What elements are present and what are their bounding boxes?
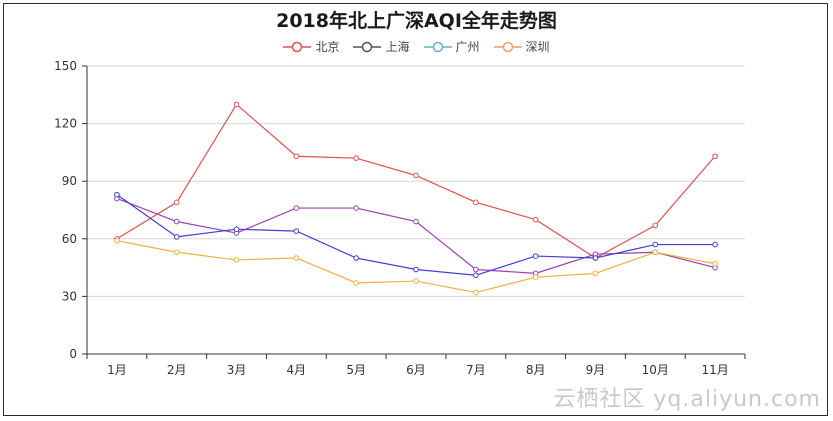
- data-point-shenzhen: [293, 255, 300, 261]
- legend-symbol-shanghai: [353, 41, 382, 52]
- data-point-guangzhou: [473, 272, 479, 279]
- series-group: [114, 101, 718, 296]
- data-point-shenzhen: [712, 260, 718, 267]
- data-point-guangzhou: [413, 266, 419, 273]
- legend-item-shanghai[interactable]: 上海: [353, 38, 410, 55]
- legend-marker-shanghai: [362, 41, 373, 52]
- data-point-guangzhou: [652, 241, 659, 248]
- data-point-beijing: [652, 222, 659, 229]
- data-point-beijing: [353, 155, 359, 161]
- y-tick-label: 0: [69, 347, 77, 361]
- data-point-guangzhou: [532, 253, 539, 259]
- legend-label-shenzhen: 深圳: [525, 40, 550, 54]
- data-point-guangzhou: [293, 228, 300, 234]
- x-tick-label: 5月: [346, 363, 366, 377]
- data-point-shenzhen: [652, 249, 659, 256]
- data-point-shanghai: [293, 205, 300, 211]
- watermark: 云栖社区 yq.aliyun.com: [553, 387, 821, 412]
- data-point-beijing: [173, 199, 180, 206]
- data-point-guangzhou: [712, 241, 718, 248]
- data-point-beijing: [413, 172, 419, 179]
- data-point-guangzhou: [233, 226, 240, 232]
- data-point-beijing: [532, 216, 539, 223]
- axes: 0 30 60 90 120 150 1月 2月 3月 4月 5月 6月 7月 8月 9月 10月 11月: [54, 59, 746, 377]
- data-point-shenzhen: [114, 237, 120, 244]
- legend-item-beijing[interactable]: 北京: [283, 38, 339, 55]
- data-point-shenzhen: [173, 249, 180, 256]
- data-point-shenzhen: [353, 280, 359, 286]
- chart-legend: 北京 上海 广州 深圳: [0, 38, 833, 55]
- y-tick-label: 120: [54, 117, 77, 131]
- data-point-shenzhen: [233, 257, 240, 263]
- legend-label-guangzhou: 广州: [455, 40, 480, 54]
- data-point-guangzhou: [114, 191, 120, 198]
- data-point-beijing: [293, 153, 300, 160]
- legend-marker-guangzhou: [432, 41, 443, 52]
- legend-item-guangzhou[interactable]: 广州: [423, 38, 480, 55]
- x-tick-label: 3月: [227, 363, 247, 377]
- x-tick-label: 4月: [287, 363, 307, 377]
- x-tick-label: 6月: [406, 363, 426, 377]
- data-point-shanghai: [353, 205, 359, 211]
- x-tick-label: 11月: [701, 363, 728, 377]
- legend-label-shanghai: 上海: [385, 40, 410, 54]
- data-point-beijing: [712, 153, 718, 160]
- y-tick-label: 60: [62, 232, 77, 246]
- data-point-shenzhen: [592, 270, 599, 277]
- data-point-shanghai: [173, 218, 180, 225]
- data-point-beijing: [473, 199, 479, 206]
- legend-label-beijing: 北京: [315, 40, 340, 54]
- y-tick-label: 150: [54, 59, 77, 73]
- x-tick-label: 1月: [107, 363, 127, 377]
- data-point-guangzhou: [173, 234, 180, 240]
- data-point-beijing: [233, 101, 240, 108]
- legend-symbol-beijing: [283, 41, 312, 52]
- data-point-shenzhen: [413, 278, 419, 284]
- series-line-shenzhen: [116, 240, 716, 294]
- legend-marker-beijing: [292, 41, 303, 52]
- legend-marker-shenzhen: [502, 41, 513, 52]
- data-point-shanghai: [473, 266, 479, 273]
- x-tick-label: 9月: [586, 363, 606, 377]
- grid-lines: [87, 65, 745, 297]
- y-tick-label: 90: [62, 174, 77, 188]
- data-point-guangzhou: [353, 255, 359, 261]
- legend-symbol-guangzhou: [423, 41, 452, 52]
- data-point-guangzhou: [592, 255, 599, 261]
- y-tick-label: 30: [62, 289, 77, 303]
- data-point-shenzhen: [473, 289, 479, 296]
- x-tick-label: 2月: [167, 363, 187, 377]
- x-tick-label: 8月: [526, 363, 546, 377]
- chart-title: 2018年北上广深AQI全年走势图: [276, 10, 557, 32]
- data-point-shenzhen: [532, 274, 539, 281]
- legend-item-shenzhen[interactable]: 深圳: [493, 38, 550, 55]
- data-point-shanghai: [413, 218, 419, 225]
- x-tick-label: 7月: [466, 363, 486, 377]
- legend-symbol-shenzhen: [493, 41, 522, 52]
- chart-frame: [3, 3, 828, 416]
- x-tick-label: 10月: [642, 363, 669, 377]
- series-line-shanghai: [116, 197, 716, 274]
